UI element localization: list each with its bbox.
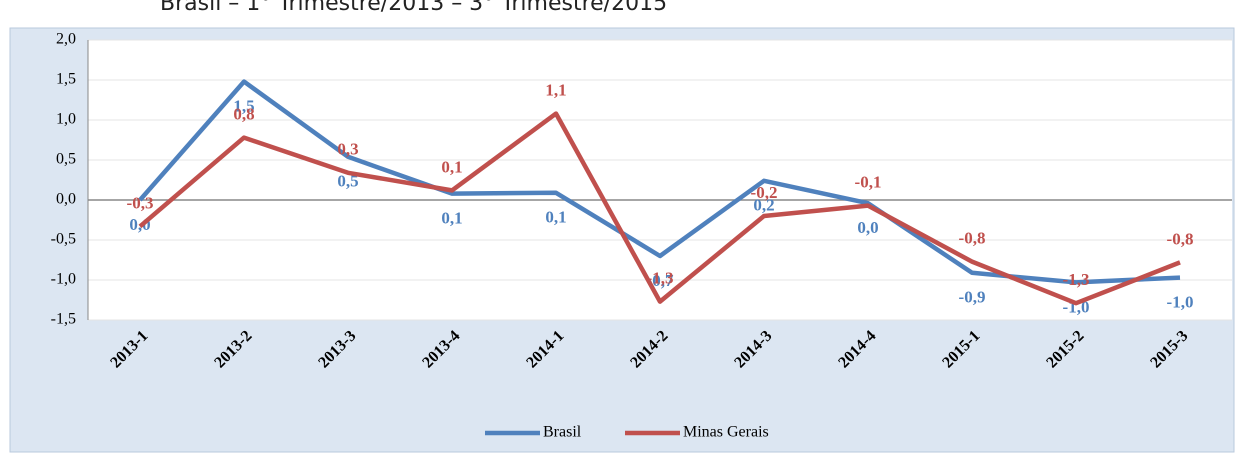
data-label: 0,2 bbox=[753, 196, 774, 215]
y-tick-label: 0,0 bbox=[56, 191, 76, 208]
data-label: -1,3 bbox=[1063, 270, 1090, 289]
y-tick-label: 0,5 bbox=[56, 151, 76, 168]
y-tick-label: 1,0 bbox=[56, 111, 76, 128]
plot-area bbox=[88, 40, 1232, 320]
data-label: 1,5 bbox=[233, 97, 254, 116]
data-label: 0,1 bbox=[545, 208, 566, 227]
data-label: 0,3 bbox=[337, 140, 358, 159]
data-label: -1,0 bbox=[1167, 293, 1194, 312]
legend-label: Minas Gerais bbox=[683, 424, 769, 441]
series-line bbox=[138, 111, 1181, 306]
data-label: -0,1 bbox=[855, 173, 882, 192]
data-label: 0,1 bbox=[441, 209, 462, 228]
data-label: 1,1 bbox=[545, 81, 566, 100]
y-tick-label: -1,5 bbox=[51, 311, 76, 328]
data-label: 0,1 bbox=[441, 157, 462, 176]
legend-label: Brasil bbox=[543, 424, 582, 441]
y-tick-label: 2,0 bbox=[56, 31, 76, 48]
data-label: -0,2 bbox=[751, 183, 778, 202]
chart-title: Brasil – 1° Trimestre/2013 – 3° Trimestr… bbox=[160, 0, 667, 16]
y-tick-label: -0,5 bbox=[51, 231, 76, 248]
data-label: 0,0 bbox=[857, 218, 878, 237]
data-label: 0,8 bbox=[233, 105, 254, 124]
data-label: 0,5 bbox=[337, 172, 358, 191]
y-tick-label: 1,5 bbox=[56, 71, 76, 88]
data-label: -0,8 bbox=[959, 229, 986, 248]
data-label: -0,3 bbox=[127, 193, 154, 212]
y-tick-label: -1,0 bbox=[51, 271, 76, 288]
data-label: -0,8 bbox=[1167, 229, 1194, 248]
data-label: -0,9 bbox=[959, 288, 986, 307]
data-label: -1,3 bbox=[647, 269, 674, 288]
